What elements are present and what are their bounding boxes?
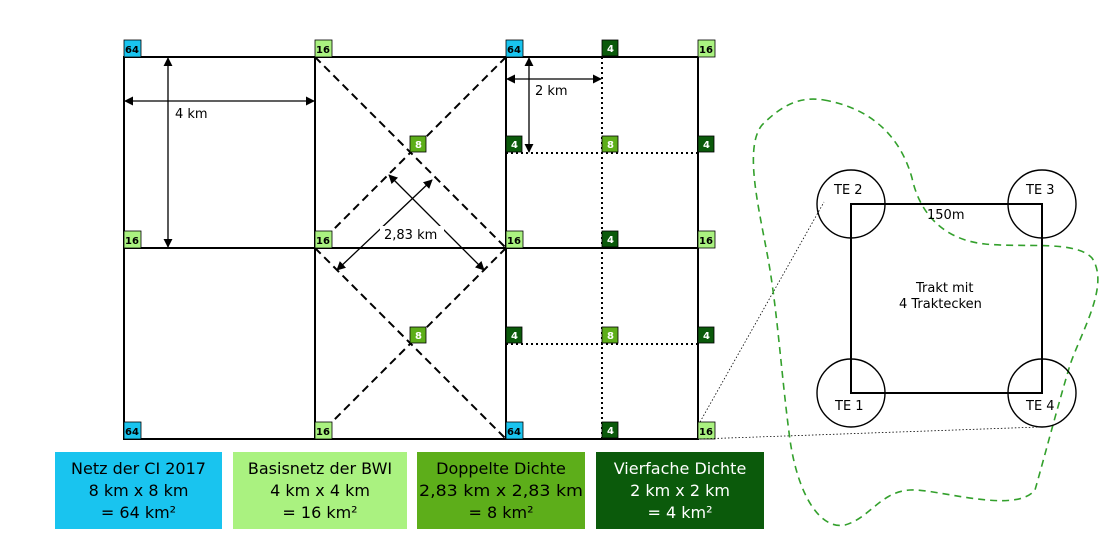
arrow-283km-b xyxy=(336,179,433,271)
label-283km: 2,83 km xyxy=(384,228,437,243)
tag-64-bottom-left xyxy=(123,421,142,440)
te3-circle xyxy=(1007,169,1077,239)
measurement-arrows xyxy=(124,57,602,271)
legend-swatch-cyan xyxy=(55,452,222,529)
tag-16 xyxy=(697,39,716,58)
tag-4 xyxy=(505,135,523,153)
legend: Netz der CI 2017 8 km x 8 km = 64 km² Ba… xyxy=(55,452,764,529)
tag-4 xyxy=(601,39,619,57)
legend-swatch-lightgreen xyxy=(233,452,407,529)
te1-circle xyxy=(816,358,886,428)
tag-16 xyxy=(314,421,333,440)
tag-16 xyxy=(123,230,142,249)
te1-label: TE 1 xyxy=(834,399,864,414)
tag-4-text: 4 xyxy=(607,235,614,246)
tag-64-text: 64 xyxy=(125,427,139,438)
legend-title: Basisnetz der BWI xyxy=(248,459,392,478)
legend-size: 4 km x 4 km xyxy=(270,481,370,500)
tag-4-text: 4 xyxy=(607,426,614,437)
measurement-labels: 4 km 2 km 2,83 km xyxy=(175,84,568,243)
tag-4 xyxy=(601,230,619,248)
tag-16 xyxy=(697,230,716,249)
legend-area: = 4 km² xyxy=(647,503,712,522)
tag-16 xyxy=(314,39,333,58)
legend-item-ci2017: Netz der CI 2017 8 km x 8 km = 64 km² xyxy=(55,452,222,529)
tag-8-text: 8 xyxy=(415,331,422,342)
legend-size: 2,83 km x 2,83 km xyxy=(419,481,583,500)
tag-64-text: 64 xyxy=(507,45,521,56)
tag-4 xyxy=(697,135,715,153)
label-150m: 150m xyxy=(927,208,964,223)
tag-16 xyxy=(314,230,333,249)
tag-16-text: 16 xyxy=(125,236,139,247)
te2-circle xyxy=(816,169,886,239)
grid-tags: 64 64 64 64 16 16 16 16 16 16 16 16 8 8 … xyxy=(123,39,716,440)
tag-8 xyxy=(409,135,427,153)
legend-area: = 64 km² xyxy=(101,503,176,522)
main-grid xyxy=(123,56,699,440)
quadruple-density-lines xyxy=(506,57,698,439)
tag-16-text: 16 xyxy=(699,236,713,247)
tag-4-text: 4 xyxy=(511,331,518,342)
legend-title: Vierfache Dichte xyxy=(614,459,747,478)
tag-16-text: 16 xyxy=(316,236,330,247)
tag-8-text: 8 xyxy=(607,331,614,342)
tract-caption-line1: Trakt mit xyxy=(915,281,973,296)
tag-64-bottom-right xyxy=(505,421,524,440)
tag-64-top-right xyxy=(505,39,524,58)
legend-swatch-midgreen xyxy=(417,452,585,529)
legend-size: 8 km x 8 km xyxy=(89,481,189,500)
tag-4 xyxy=(505,326,523,344)
legend-size: 2 km x 2 km xyxy=(630,481,730,500)
tag-4-text: 4 xyxy=(511,140,518,151)
diagonal-line xyxy=(314,247,507,440)
tag-16-text: 16 xyxy=(316,45,330,56)
tag-4 xyxy=(601,421,619,439)
tract-inset: TE 2 TE 3 TE 1 TE 4 150m Trakt mit 4 Tra… xyxy=(816,169,1077,428)
tag-16-text: 16 xyxy=(699,45,713,56)
tag-8 xyxy=(601,326,619,344)
legend-area: = 8 km² xyxy=(468,503,533,522)
tag-16-text: 16 xyxy=(699,427,713,438)
te2-label: TE 2 xyxy=(833,183,863,198)
legend-item-quadruple-density: Vierfache Dichte 2 km x 2 km = 4 km² xyxy=(596,452,764,529)
legend-item-bwi-base: Basisnetz der BWI 4 km x 4 km = 16 km² xyxy=(233,452,407,529)
tag-8 xyxy=(409,326,427,344)
label-bg xyxy=(380,226,444,242)
tag-64-text: 64 xyxy=(125,45,139,56)
te4-label: TE 4 xyxy=(1025,399,1055,414)
legend-area: = 16 km² xyxy=(282,503,357,522)
legend-title: Netz der CI 2017 xyxy=(71,459,206,478)
legend-swatch-darkgreen xyxy=(596,452,764,529)
tag-4-text: 4 xyxy=(703,331,710,342)
legend-title: Doppelte Dichte xyxy=(436,459,566,478)
legend-item-double-density: Doppelte Dichte 2,83 km x 2,83 km = 8 km… xyxy=(417,452,585,529)
arrow-283km-a xyxy=(388,174,485,271)
tag-8 xyxy=(601,135,619,153)
te4-circle xyxy=(1007,358,1077,428)
tract-square xyxy=(850,203,1043,394)
tag-4 xyxy=(697,326,715,344)
connector-line xyxy=(699,426,1041,440)
tag-4-text: 4 xyxy=(703,140,710,151)
stand-boundary-outline xyxy=(752,98,1099,527)
tag-64-top-left xyxy=(123,39,142,58)
tag-16 xyxy=(697,421,716,440)
tag-8-text: 8 xyxy=(415,140,422,151)
tract-caption-line2: 4 Traktecken xyxy=(899,297,982,312)
tag-4-text: 4 xyxy=(607,44,614,55)
tag-64-text: 64 xyxy=(507,427,521,438)
connector-line xyxy=(699,201,825,423)
tag-16 xyxy=(505,230,524,249)
label-2km: 2 km xyxy=(535,84,568,99)
tag-8-text: 8 xyxy=(607,140,614,151)
tag-16-text: 16 xyxy=(507,236,521,247)
label-4km: 4 km xyxy=(175,107,208,122)
te3-label: TE 3 xyxy=(1025,183,1055,198)
zoom-connectors xyxy=(699,201,1041,440)
tag-16-text: 16 xyxy=(316,427,330,438)
